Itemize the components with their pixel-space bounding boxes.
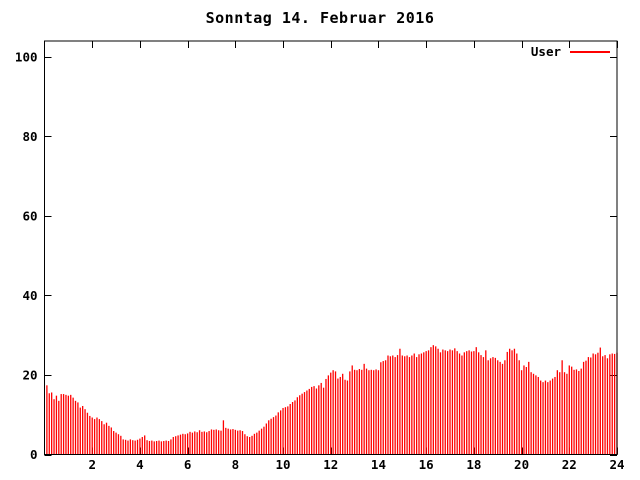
- tick-label: 40: [22, 288, 37, 303]
- legend: User: [470, 45, 612, 59]
- tick-label: 80: [22, 129, 37, 144]
- tick-label: 16: [419, 457, 434, 472]
- tick-label: 60: [22, 208, 37, 223]
- plot-frame: [44, 40, 618, 455]
- tick-label: 14: [371, 457, 386, 472]
- tick-label: 6: [184, 457, 192, 472]
- legend-line-sample: [570, 51, 610, 53]
- tick-label: 4: [136, 457, 144, 472]
- tick-label: 20: [22, 367, 37, 382]
- legend-label-user: User: [530, 44, 561, 59]
- tick-label: 100: [15, 49, 38, 64]
- chart-title: Sonntag 14. Februar 2016: [205, 9, 435, 27]
- tick-label: 10: [276, 457, 291, 472]
- tick-label: 20: [514, 457, 529, 472]
- tick-label: 12: [323, 457, 338, 472]
- tick-label: 8: [232, 457, 240, 472]
- tick-label: 0: [30, 447, 38, 462]
- tick-label: 2: [88, 457, 96, 472]
- tick-label: 22: [562, 457, 577, 472]
- tick-label: 24: [609, 457, 624, 472]
- tick-label: 18: [466, 457, 481, 472]
- bars-series-user: [46, 345, 618, 455]
